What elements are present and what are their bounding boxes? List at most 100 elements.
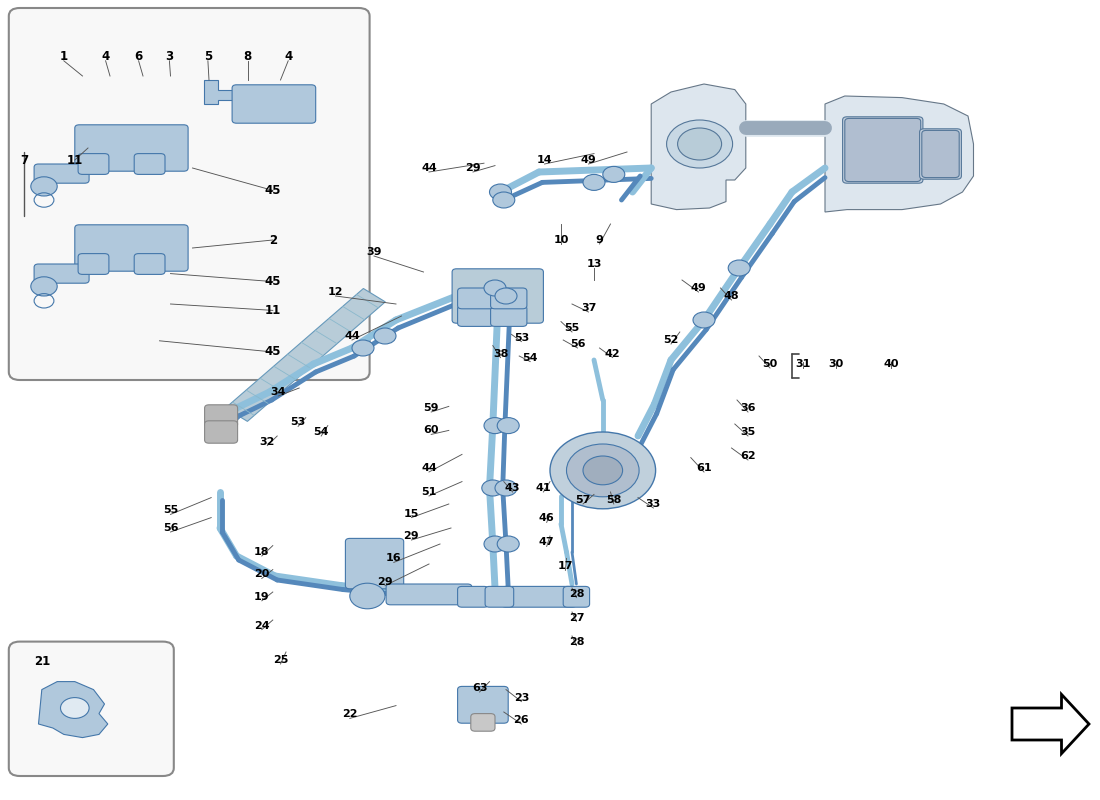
Text: 4: 4 <box>101 50 110 62</box>
Circle shape <box>583 174 605 190</box>
Text: 51: 51 <box>421 487 437 497</box>
Text: 21: 21 <box>34 655 50 668</box>
Text: 53: 53 <box>514 333 529 342</box>
Text: 39: 39 <box>366 247 382 257</box>
Text: 44: 44 <box>344 331 360 341</box>
Circle shape <box>566 444 639 497</box>
Text: 13: 13 <box>586 259 602 269</box>
Text: 45: 45 <box>265 275 282 288</box>
Text: 55: 55 <box>163 506 178 515</box>
Text: 50: 50 <box>762 359 778 369</box>
Text: 34: 34 <box>271 387 286 397</box>
Text: 2: 2 <box>268 234 277 246</box>
FancyBboxPatch shape <box>232 85 316 123</box>
Text: 35: 35 <box>740 427 756 437</box>
FancyBboxPatch shape <box>9 642 174 776</box>
FancyBboxPatch shape <box>205 405 238 427</box>
FancyBboxPatch shape <box>920 129 961 179</box>
Text: 15: 15 <box>404 509 419 518</box>
Text: 24: 24 <box>254 621 270 630</box>
Circle shape <box>31 177 57 196</box>
Text: 47: 47 <box>539 538 554 547</box>
Text: 3: 3 <box>165 50 174 62</box>
FancyBboxPatch shape <box>458 686 508 723</box>
Text: 55: 55 <box>564 323 580 333</box>
Polygon shape <box>39 682 108 738</box>
Circle shape <box>482 480 504 496</box>
Text: 54: 54 <box>522 353 538 362</box>
FancyBboxPatch shape <box>485 586 514 607</box>
Circle shape <box>495 480 517 496</box>
FancyBboxPatch shape <box>491 306 527 326</box>
Text: 19: 19 <box>254 592 270 602</box>
Text: 28: 28 <box>569 589 584 598</box>
Text: 48: 48 <box>724 291 739 301</box>
Text: 29: 29 <box>377 577 393 586</box>
Text: 11: 11 <box>265 304 280 317</box>
FancyBboxPatch shape <box>134 154 165 174</box>
Polygon shape <box>825 96 974 212</box>
Text: 43: 43 <box>505 483 520 493</box>
Circle shape <box>678 128 722 160</box>
Text: 9: 9 <box>595 235 604 245</box>
Text: 10: 10 <box>553 235 569 245</box>
FancyBboxPatch shape <box>452 269 543 323</box>
FancyBboxPatch shape <box>75 225 188 271</box>
Polygon shape <box>226 289 385 422</box>
FancyBboxPatch shape <box>34 164 89 183</box>
Text: 4: 4 <box>284 50 293 62</box>
Text: 8: 8 <box>243 50 252 62</box>
Text: 31: 31 <box>795 359 811 369</box>
Text: 59: 59 <box>424 403 439 413</box>
Circle shape <box>374 328 396 344</box>
Text: 45: 45 <box>265 346 282 358</box>
Text: 5: 5 <box>204 50 212 62</box>
Text: 26: 26 <box>514 715 529 725</box>
FancyBboxPatch shape <box>458 306 494 326</box>
Text: 23: 23 <box>514 693 529 702</box>
Circle shape <box>484 418 506 434</box>
Circle shape <box>350 583 385 609</box>
Text: 25: 25 <box>273 655 288 665</box>
Text: 41: 41 <box>536 483 551 493</box>
FancyBboxPatch shape <box>78 154 109 174</box>
Circle shape <box>31 277 57 296</box>
Polygon shape <box>204 80 292 104</box>
Text: 12: 12 <box>328 287 343 297</box>
Text: 32: 32 <box>260 437 275 446</box>
Circle shape <box>60 698 89 718</box>
Text: 63: 63 <box>472 683 487 693</box>
FancyBboxPatch shape <box>502 586 576 607</box>
Text: 36: 36 <box>740 403 756 413</box>
Circle shape <box>352 340 374 356</box>
Text: 18: 18 <box>254 547 270 557</box>
Text: 27: 27 <box>569 613 584 622</box>
Circle shape <box>667 120 733 168</box>
Text: 40: 40 <box>883 359 899 369</box>
FancyBboxPatch shape <box>78 254 109 274</box>
Text: 49: 49 <box>581 155 596 165</box>
Circle shape <box>550 432 656 509</box>
Text: 53: 53 <box>290 418 306 427</box>
FancyBboxPatch shape <box>458 288 494 309</box>
Text: 46: 46 <box>539 514 554 523</box>
Text: 62: 62 <box>740 451 756 461</box>
Circle shape <box>497 418 519 434</box>
FancyBboxPatch shape <box>491 288 527 309</box>
Text: 38: 38 <box>493 349 508 358</box>
Circle shape <box>493 192 515 208</box>
FancyBboxPatch shape <box>34 264 89 283</box>
Circle shape <box>603 166 625 182</box>
Text: 7: 7 <box>20 154 29 166</box>
FancyBboxPatch shape <box>386 584 472 605</box>
Text: 16: 16 <box>386 554 402 563</box>
Text: 56: 56 <box>163 523 178 533</box>
Text: 56: 56 <box>570 339 585 349</box>
Text: 33: 33 <box>646 499 661 509</box>
Polygon shape <box>651 84 746 210</box>
Text: 37: 37 <box>581 303 596 313</box>
FancyBboxPatch shape <box>845 118 921 182</box>
FancyBboxPatch shape <box>843 117 923 183</box>
Circle shape <box>583 456 623 485</box>
Polygon shape <box>1012 694 1089 754</box>
